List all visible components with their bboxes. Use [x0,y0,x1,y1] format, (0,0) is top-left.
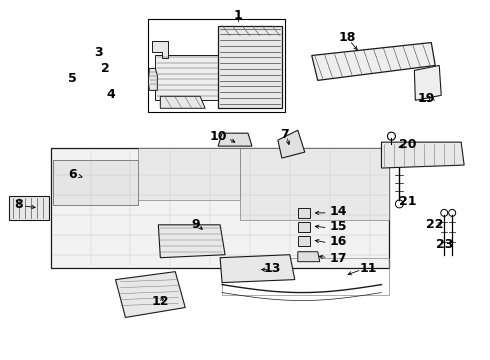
Polygon shape [218,26,282,108]
Polygon shape [382,142,464,168]
Polygon shape [298,208,310,218]
Polygon shape [51,148,390,268]
Text: 17: 17 [330,252,347,265]
Polygon shape [53,160,138,205]
Text: 14: 14 [330,205,347,218]
Polygon shape [152,41,168,58]
Text: 23: 23 [436,238,453,251]
Polygon shape [158,225,225,258]
Text: 16: 16 [330,235,347,248]
Polygon shape [148,68,157,90]
Text: 1: 1 [234,9,243,22]
Polygon shape [116,272,185,318]
Polygon shape [160,96,205,108]
Text: 11: 11 [360,262,377,275]
Text: 8: 8 [15,198,23,211]
Polygon shape [155,55,220,100]
Polygon shape [278,130,305,158]
Text: 2: 2 [101,62,110,76]
Polygon shape [415,66,441,100]
Text: 12: 12 [151,294,169,307]
Bar [148,19,285,112]
Polygon shape [220,255,295,283]
Text: 7: 7 [280,128,289,141]
Text: 9: 9 [191,218,199,231]
Text: 6: 6 [68,168,77,181]
Text: 10: 10 [209,130,227,143]
Text: 18: 18 [339,31,356,44]
Polygon shape [240,148,390,220]
Polygon shape [138,148,240,200]
Text: 22: 22 [425,218,443,231]
Text: 13: 13 [263,262,281,275]
Polygon shape [298,222,310,232]
Text: 19: 19 [417,92,435,105]
Text: 21: 21 [399,195,417,208]
Polygon shape [312,42,435,80]
Polygon shape [9,196,49,220]
Text: 5: 5 [68,72,77,85]
Text: 4: 4 [106,88,115,102]
Polygon shape [218,133,252,146]
Text: 3: 3 [94,45,103,59]
Text: 20: 20 [399,138,417,151]
Text: 15: 15 [330,220,347,233]
Polygon shape [298,252,319,262]
Polygon shape [298,236,310,246]
